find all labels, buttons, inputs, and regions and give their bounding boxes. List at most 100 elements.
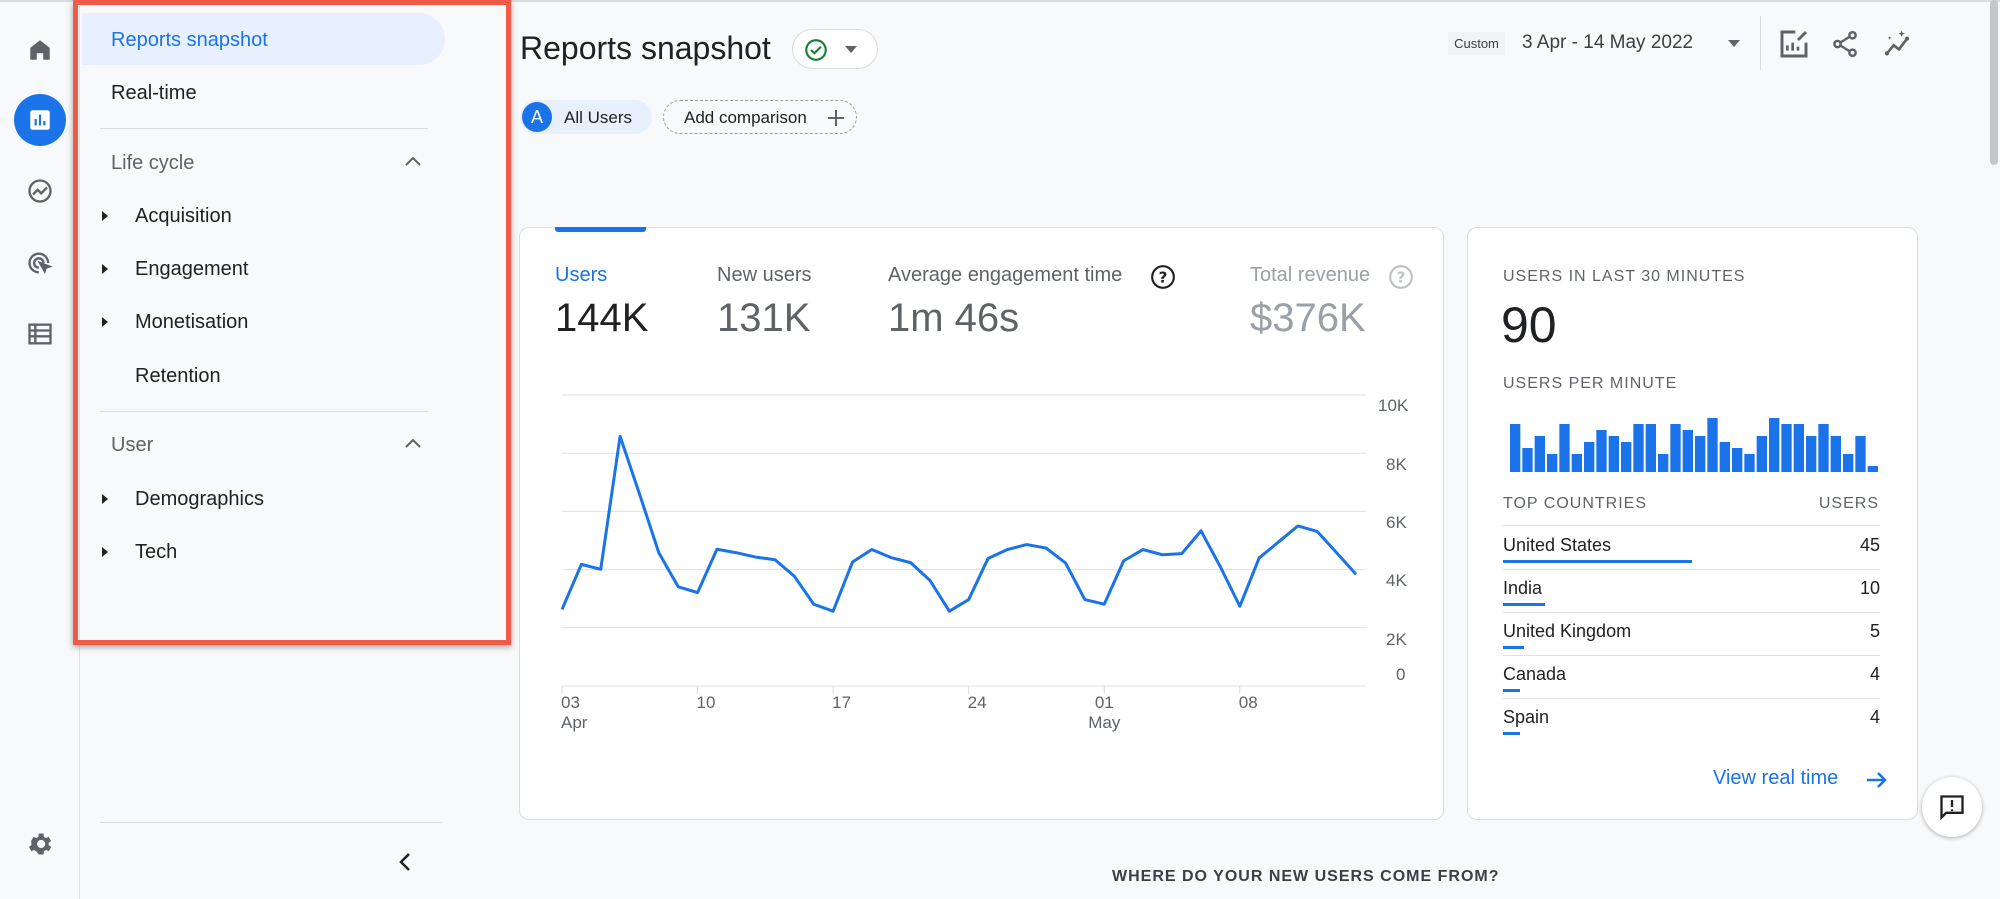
- share-icon[interactable]: [1830, 28, 1860, 60]
- segment-chip-all-users[interactable]: A All Users: [520, 100, 652, 134]
- page-scrollbar[interactable]: [1990, 0, 1998, 165]
- row-divider: [1503, 569, 1880, 570]
- per-minute-bar[interactable]: [1547, 454, 1558, 472]
- per-minute-bar[interactable]: [1682, 430, 1693, 472]
- per-minute-bar[interactable]: [1559, 424, 1570, 472]
- per-minute-bar[interactable]: [1830, 436, 1841, 472]
- help-icon[interactable]: ?: [1150, 264, 1176, 290]
- nav-item-engagement[interactable]: Engagement: [135, 258, 249, 280]
- realtime-user-count: 90: [1501, 297, 1557, 353]
- segment-letter-badge: A: [522, 102, 552, 132]
- nav-item-retention[interactable]: Retention: [135, 365, 221, 387]
- country-row[interactable]: Canada 4: [1503, 656, 1880, 699]
- segment-label: All Users: [564, 108, 633, 127]
- nav-item-monetisation[interactable]: Monetisation: [135, 311, 249, 333]
- x-tick-month: Apr: [561, 713, 588, 732]
- settings-icon[interactable]: [20, 824, 60, 864]
- per-minute-bar[interactable]: [1596, 430, 1607, 472]
- row-divider: [1503, 612, 1880, 613]
- per-minute-bar[interactable]: [1719, 442, 1730, 472]
- left-rail: [0, 0, 80, 899]
- per-minute-bar[interactable]: [1781, 424, 1792, 472]
- selected-metric-indicator: [555, 227, 646, 232]
- nav-item-realtime[interactable]: Real-time: [111, 82, 197, 104]
- chevron-up-icon[interactable]: [404, 155, 422, 167]
- reports-icon[interactable]: [14, 94, 66, 146]
- nav-item-demographics[interactable]: Demographics: [135, 488, 264, 510]
- per-minute-bar[interactable]: [1818, 424, 1829, 472]
- per-minute-bar[interactable]: [1571, 454, 1582, 472]
- per-minute-bar[interactable]: [1867, 466, 1878, 472]
- per-minute-bar[interactable]: [1707, 418, 1718, 472]
- country-row[interactable]: Spain 4: [1503, 699, 1880, 742]
- per-minute-bar[interactable]: [1855, 436, 1866, 472]
- x-tick-day: 08: [1238, 693, 1258, 712]
- per-minute-bar[interactable]: [1806, 436, 1817, 472]
- collapse-chevron-icon[interactable]: [398, 852, 412, 872]
- date-dropdown-icon[interactable]: [1728, 40, 1740, 47]
- chevron-up-icon[interactable]: [404, 437, 422, 449]
- country-name: Canada: [1503, 664, 1567, 684]
- per-minute-bar[interactable]: [1633, 424, 1644, 472]
- x-tick-label: 24: [968, 693, 987, 713]
- per-minute-bar[interactable]: [1769, 418, 1780, 472]
- x-tick-label: 08: [1239, 693, 1258, 713]
- status-dropdown[interactable]: [792, 29, 878, 69]
- per-minute-bar[interactable]: [1522, 448, 1533, 472]
- country-users: 10: [1859, 578, 1880, 598]
- country-row[interactable]: United States 45: [1503, 527, 1880, 570]
- expand-arrow-icon[interactable]: [102, 317, 108, 327]
- explore-icon[interactable]: [20, 171, 60, 211]
- per-minute-bar[interactable]: [1645, 424, 1656, 472]
- per-minute-bar[interactable]: [1584, 442, 1595, 472]
- help-icon[interactable]: ?: [1388, 264, 1414, 290]
- per-minute-bar[interactable]: [1658, 454, 1669, 472]
- per-minute-bar[interactable]: [1793, 424, 1804, 472]
- metric-tab-users[interactable]: Users: [555, 264, 608, 286]
- add-comparison-button[interactable]: Add comparison: [663, 100, 857, 134]
- expand-arrow-icon[interactable]: [102, 547, 108, 557]
- x-tick-day: 24: [967, 693, 987, 712]
- metric-tab-new-users[interactable]: New users: [717, 264, 812, 286]
- y-tick-label: 6K: [1386, 513, 1407, 532]
- view-real-time-link[interactable]: View real time: [1713, 767, 1839, 789]
- feedback-button[interactable]: [1922, 777, 1982, 837]
- home-icon[interactable]: [20, 30, 60, 70]
- expand-arrow-icon[interactable]: [102, 264, 108, 274]
- expand-arrow-icon[interactable]: [102, 211, 108, 221]
- y-tick-label: 4K: [1386, 571, 1407, 590]
- per-minute-bar[interactable]: [1510, 424, 1521, 472]
- add-comparison-label: Add comparison: [684, 108, 807, 127]
- country-row[interactable]: India 10: [1503, 570, 1880, 613]
- per-minute-bar[interactable]: [1670, 424, 1681, 472]
- date-range-picker[interactable]: 3 Apr - 14 May 2022: [1522, 32, 1694, 53]
- nav-item-acquisition[interactable]: Acquisition: [135, 205, 232, 227]
- country-row[interactable]: United Kingdom 5: [1503, 613, 1880, 656]
- per-minute-bar[interactable]: [1534, 436, 1545, 472]
- customize-report-icon[interactable]: [1778, 28, 1810, 60]
- insights-icon[interactable]: [1882, 28, 1916, 60]
- per-minute-bar[interactable]: [1732, 448, 1743, 472]
- advertising-icon[interactable]: [20, 243, 60, 283]
- per-minute-bar[interactable]: [1621, 442, 1632, 472]
- realtime-card: [1467, 227, 1918, 820]
- nav-section-lifecycle[interactable]: Life cycle: [111, 152, 195, 174]
- nav-item-reports-snapshot-label[interactable]: Reports snapshot: [111, 29, 268, 51]
- nav-item-tech[interactable]: Tech: [135, 541, 178, 563]
- per-minute-bar[interactable]: [1744, 454, 1755, 472]
- per-minute-bar[interactable]: [1608, 436, 1619, 472]
- country-name: United Kingdom: [1503, 621, 1632, 641]
- arrow-right-icon[interactable]: [1864, 768, 1890, 792]
- users-per-minute-chart: [1510, 418, 1878, 472]
- per-minute-bar[interactable]: [1756, 436, 1767, 472]
- nav-section-user[interactable]: User: [111, 434, 154, 456]
- metric-tab-avg-engagement[interactable]: Average engagement time: [888, 264, 1123, 286]
- per-minute-bar[interactable]: [1695, 436, 1706, 472]
- configure-icon[interactable]: [20, 314, 60, 354]
- expand-arrow-icon[interactable]: [102, 494, 108, 504]
- per-minute-bar[interactable]: [1843, 454, 1854, 472]
- metric-tab-total-revenue[interactable]: Total revenue: [1250, 264, 1371, 286]
- country-users: 5: [1869, 621, 1880, 641]
- country-share-bar: [1503, 689, 1520, 692]
- nav-item-reports-snapshot[interactable]: [82, 13, 445, 65]
